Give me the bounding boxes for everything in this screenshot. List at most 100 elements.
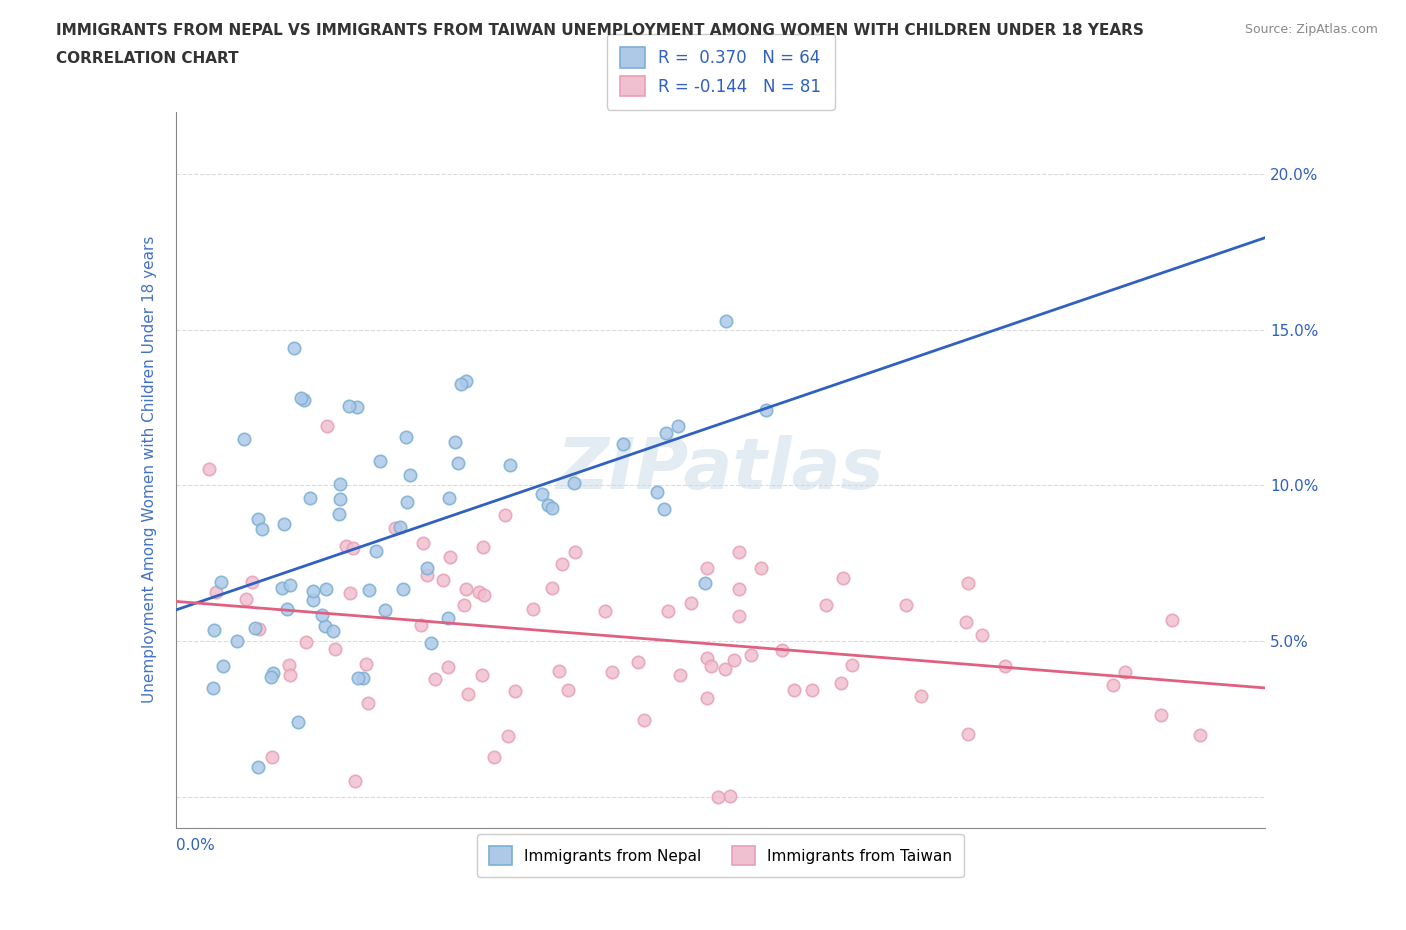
Point bbox=[432, 573, 454, 588]
Point bbox=[439, 550, 461, 565]
Point bbox=[496, 728, 519, 743]
Point bbox=[723, 653, 745, 668]
Point bbox=[551, 556, 574, 571]
Point bbox=[247, 621, 270, 636]
Point bbox=[696, 691, 718, 706]
Point bbox=[830, 676, 852, 691]
Point bbox=[226, 633, 249, 648]
Point bbox=[342, 540, 364, 555]
Point bbox=[287, 714, 309, 729]
Point bbox=[472, 539, 495, 554]
Point bbox=[484, 750, 506, 764]
Point bbox=[970, 627, 993, 642]
Point bbox=[894, 597, 917, 612]
Point bbox=[235, 592, 257, 607]
Point bbox=[633, 712, 655, 727]
Point bbox=[316, 418, 339, 433]
Point bbox=[328, 507, 350, 522]
Point bbox=[411, 618, 433, 632]
Point bbox=[384, 521, 406, 536]
Text: 0.0%: 0.0% bbox=[176, 839, 215, 854]
Point bbox=[298, 490, 321, 505]
Point bbox=[357, 695, 380, 710]
Point bbox=[280, 667, 302, 682]
Text: CORRELATION CHART: CORRELATION CHART bbox=[56, 51, 239, 66]
Point bbox=[540, 580, 562, 595]
Point bbox=[447, 456, 470, 471]
Point bbox=[247, 760, 270, 775]
Point bbox=[280, 578, 302, 593]
Point bbox=[562, 475, 585, 490]
Point bbox=[503, 684, 526, 698]
Point bbox=[420, 636, 443, 651]
Point bbox=[454, 581, 477, 596]
Point bbox=[494, 508, 516, 523]
Point bbox=[329, 491, 352, 506]
Text: IMMIGRANTS FROM NEPAL VS IMMIGRANTS FROM TAIWAN UNEMPLOYMENT AMONG WOMEN WITH CH: IMMIGRANTS FROM NEPAL VS IMMIGRANTS FROM… bbox=[56, 23, 1144, 38]
Point bbox=[541, 500, 564, 515]
Point bbox=[250, 521, 273, 536]
Point bbox=[302, 583, 325, 598]
Point bbox=[654, 501, 676, 516]
Point bbox=[627, 654, 650, 669]
Point bbox=[292, 392, 315, 407]
Point bbox=[389, 520, 412, 535]
Point bbox=[841, 658, 863, 672]
Point bbox=[415, 568, 437, 583]
Point bbox=[354, 657, 377, 671]
Point bbox=[335, 538, 357, 553]
Point bbox=[364, 543, 387, 558]
Point bbox=[314, 618, 336, 633]
Point bbox=[278, 658, 301, 672]
Point bbox=[262, 666, 284, 681]
Point bbox=[204, 585, 226, 600]
Point bbox=[437, 610, 460, 625]
Point bbox=[329, 477, 352, 492]
Point bbox=[270, 580, 292, 595]
Point bbox=[728, 544, 751, 559]
Point bbox=[557, 683, 579, 698]
Point bbox=[290, 391, 312, 405]
Point bbox=[457, 686, 479, 701]
Point bbox=[832, 570, 855, 585]
Point bbox=[655, 425, 678, 440]
Point bbox=[707, 790, 730, 804]
Point bbox=[1101, 678, 1123, 693]
Point bbox=[645, 485, 668, 499]
Point bbox=[425, 671, 447, 686]
Point bbox=[273, 517, 295, 532]
Point bbox=[311, 607, 333, 622]
Point bbox=[727, 582, 749, 597]
Point bbox=[471, 668, 494, 683]
Point bbox=[202, 623, 225, 638]
Point bbox=[416, 560, 439, 575]
Point bbox=[346, 671, 368, 685]
Point bbox=[1189, 727, 1212, 742]
Point bbox=[211, 658, 233, 673]
Point bbox=[994, 658, 1017, 673]
Point bbox=[499, 458, 522, 472]
Point bbox=[467, 585, 489, 600]
Point bbox=[443, 435, 465, 450]
Point bbox=[531, 486, 554, 501]
Point bbox=[696, 560, 718, 575]
Point bbox=[740, 648, 762, 663]
Point bbox=[537, 498, 560, 512]
Point bbox=[315, 581, 337, 596]
Point bbox=[232, 432, 254, 446]
Point bbox=[323, 642, 346, 657]
Point bbox=[398, 468, 420, 483]
Point bbox=[357, 582, 380, 597]
Point bbox=[910, 688, 932, 703]
Point bbox=[453, 598, 475, 613]
Point bbox=[564, 544, 586, 559]
Point bbox=[283, 340, 305, 355]
Point bbox=[696, 650, 718, 665]
Point bbox=[668, 668, 690, 683]
Point bbox=[374, 603, 396, 618]
Point bbox=[593, 604, 616, 618]
Point bbox=[243, 620, 266, 635]
Point bbox=[209, 575, 232, 590]
Point bbox=[368, 454, 391, 469]
Point bbox=[727, 608, 749, 623]
